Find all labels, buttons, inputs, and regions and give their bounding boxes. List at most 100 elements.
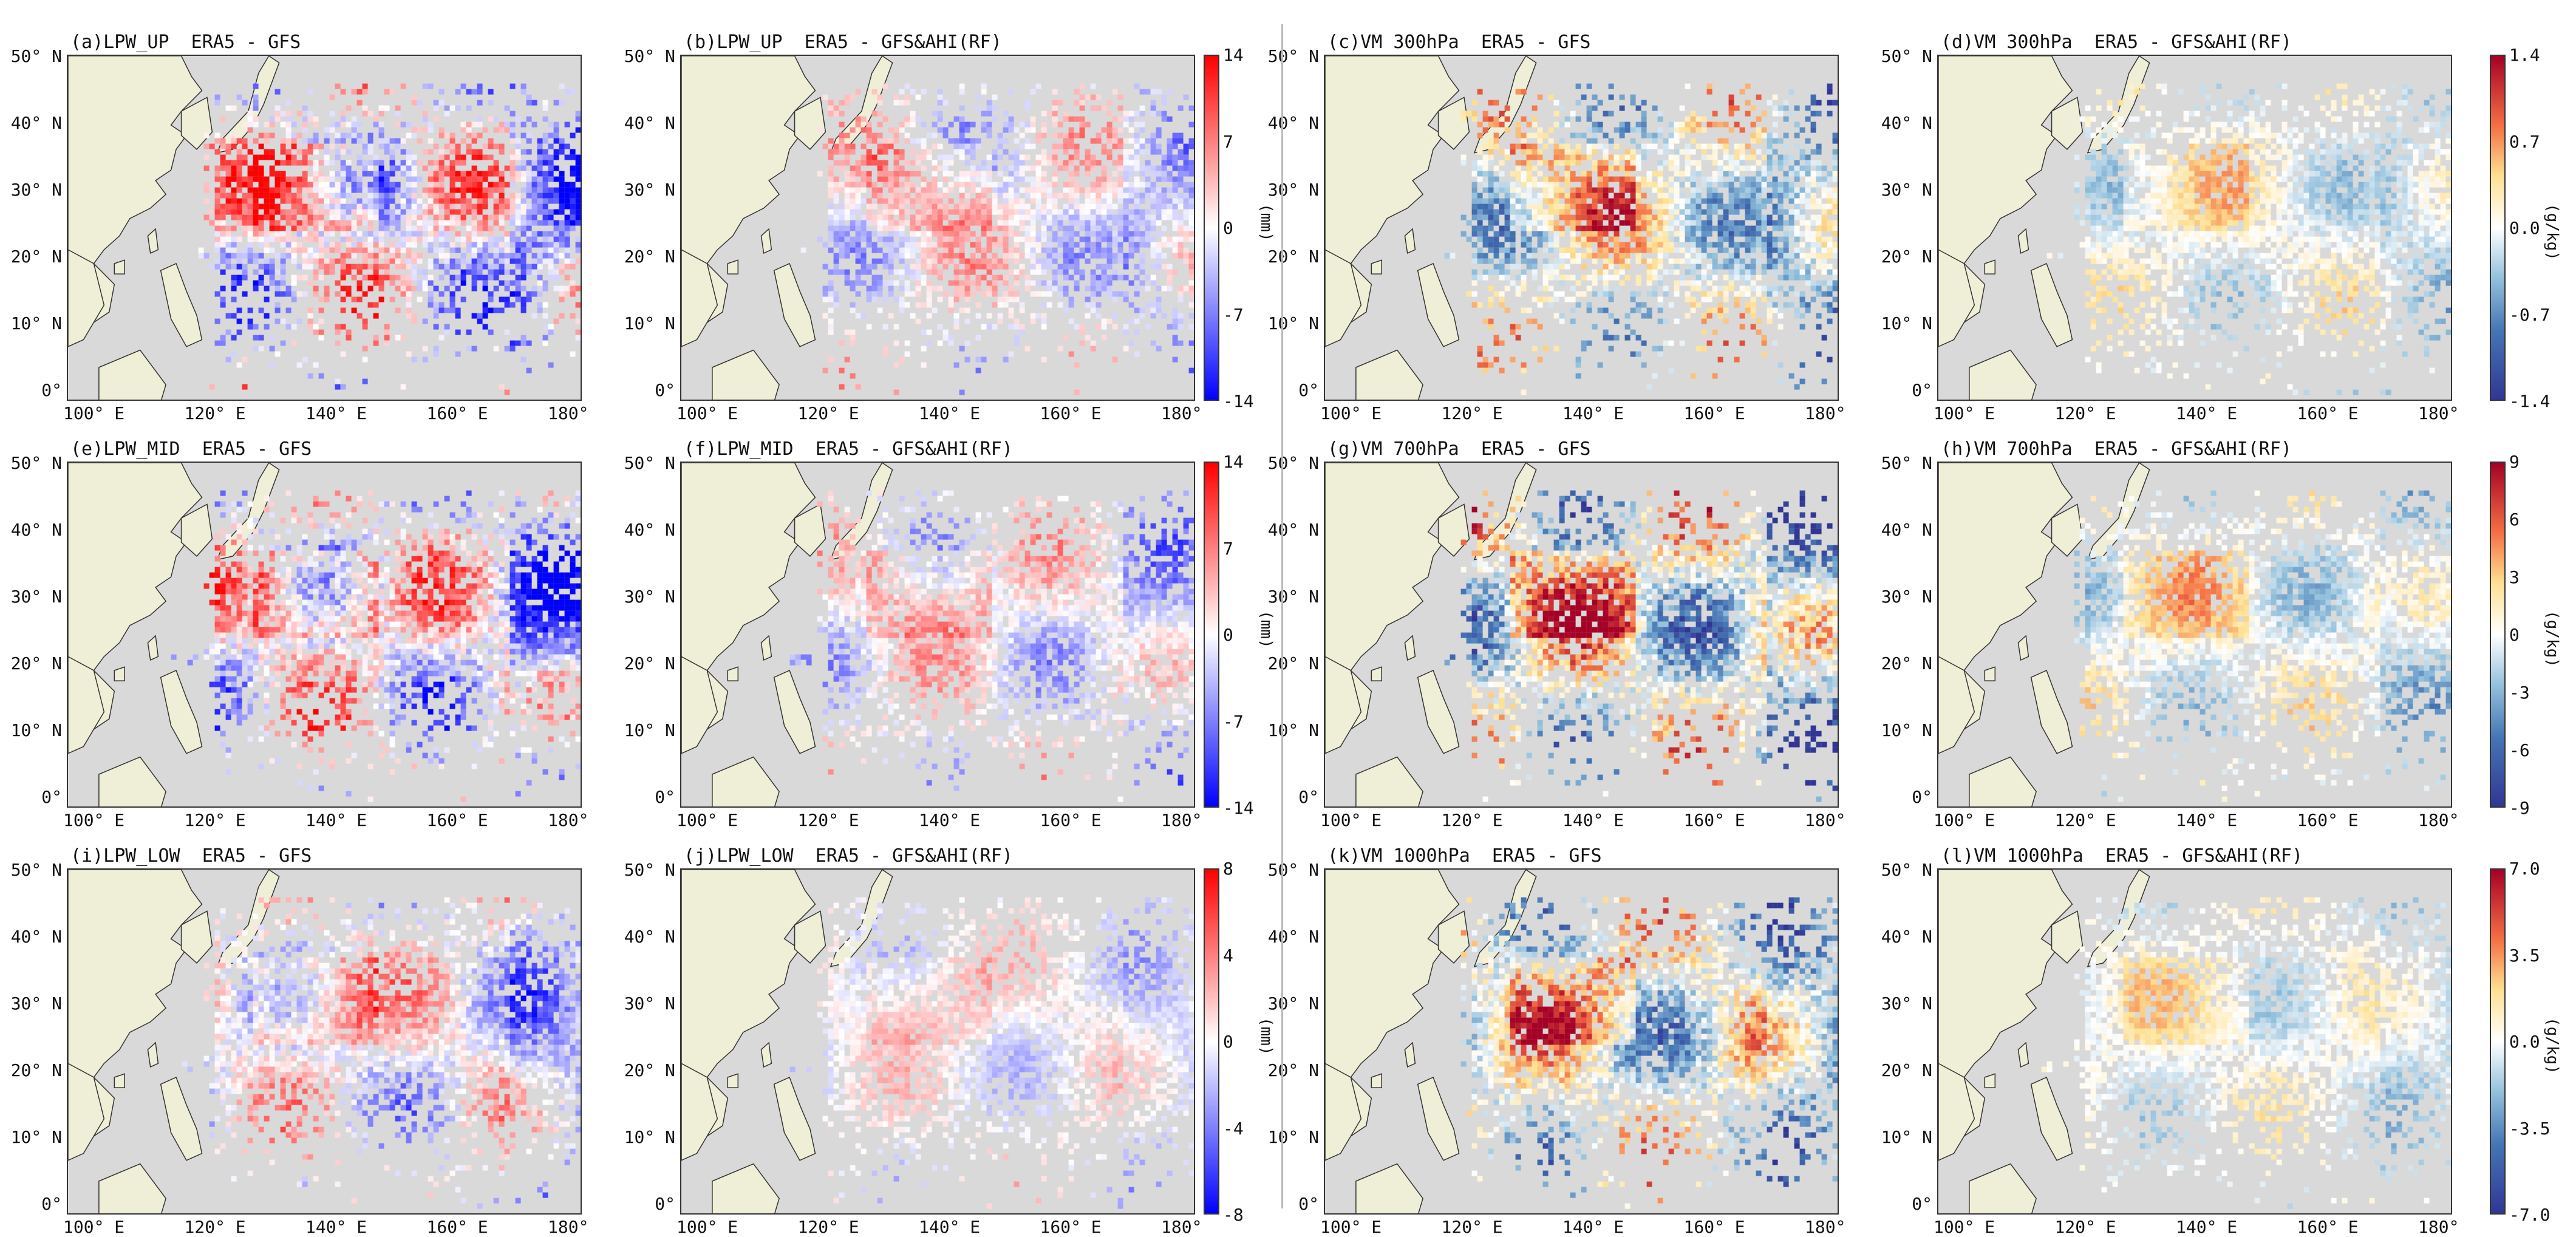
anomaly-cell	[483, 177, 488, 182]
anomaly-cell	[1488, 177, 1494, 182]
anomaly-cell	[341, 199, 346, 204]
anomaly-cell	[1020, 302, 1025, 308]
anomaly-cell	[1712, 259, 1718, 264]
anomaly-cell	[308, 210, 313, 215]
anomaly-cell	[1554, 155, 1559, 160]
anomaly-cell	[1494, 100, 1499, 106]
anomaly-cell	[445, 220, 450, 226]
anomaly-cell	[899, 166, 905, 171]
anomaly-cell	[1184, 188, 1189, 193]
anomaly-cell	[532, 237, 537, 242]
anomaly-cell	[445, 242, 450, 248]
anomaly-cell	[439, 231, 445, 237]
anomaly-cell	[883, 215, 888, 220]
anomaly-cell	[1543, 177, 1549, 182]
anomaly-cell	[308, 144, 313, 149]
anomaly-cell	[1789, 182, 1794, 188]
anomaly-cell	[954, 204, 959, 210]
anomaly-cell	[1058, 346, 1063, 352]
anomaly-cell	[1570, 220, 1576, 226]
lat-tick-label: 10° N	[0, 313, 62, 333]
anomaly-cell	[559, 100, 565, 106]
anomaly-cell	[1614, 242, 1620, 248]
anomaly-cell	[1020, 204, 1025, 210]
anomaly-cell	[1778, 138, 1784, 144]
anomaly-cell	[828, 171, 834, 177]
anomaly-cell	[346, 122, 352, 128]
anomaly-cell	[253, 171, 259, 177]
anomaly-cell	[1173, 188, 1178, 193]
anomaly-cell	[894, 149, 899, 155]
anomaly-cell	[894, 363, 899, 368]
anomaly-cell	[998, 138, 1003, 144]
anomaly-cell	[455, 215, 461, 220]
anomaly-cell	[1009, 313, 1014, 319]
anomaly-cell	[1052, 231, 1058, 237]
anomaly-cell	[510, 182, 516, 188]
anomaly-cell	[1773, 210, 1778, 215]
anomaly-cell	[1794, 144, 1800, 149]
anomaly-cell	[872, 89, 877, 95]
anomaly-cell	[231, 352, 237, 357]
anomaly-cell	[1134, 330, 1140, 335]
anomaly-cell	[1620, 210, 1625, 215]
anomaly-cell	[395, 259, 401, 264]
anomaly-cell	[1113, 231, 1118, 237]
anomaly-cell	[472, 177, 477, 182]
anomaly-cell	[1091, 138, 1096, 144]
anomaly-cell	[1696, 122, 1702, 128]
anomaly-cell	[850, 177, 856, 182]
anomaly-cell	[384, 335, 390, 341]
anomaly-cell	[1822, 242, 1827, 248]
anomaly-cell	[472, 253, 477, 259]
anomaly-cell	[1636, 144, 1641, 149]
anomaly-cell	[1107, 215, 1113, 220]
anomaly-cell	[1729, 193, 1734, 199]
anomaly-cell	[1620, 155, 1625, 160]
anomaly-cell	[379, 253, 384, 259]
anomaly-cell	[1576, 204, 1581, 210]
anomaly-cell	[1614, 193, 1620, 199]
anomaly-cell	[943, 215, 949, 220]
anomaly-cell	[1707, 199, 1712, 204]
lat-tick-label: 20° N	[0, 247, 62, 267]
anomaly-cell	[291, 138, 297, 144]
anomaly-cell	[1025, 193, 1031, 199]
anomaly-cell	[1145, 220, 1151, 226]
anomaly-cell	[455, 177, 461, 182]
anomaly-cell	[1718, 220, 1723, 226]
anomaly-cell	[281, 122, 286, 128]
anomaly-cell	[1647, 231, 1652, 237]
anomaly-cell	[1641, 177, 1647, 182]
anomaly-cell	[1789, 215, 1794, 220]
anomaly-cell	[850, 199, 856, 204]
anomaly-cell	[927, 281, 932, 286]
anomaly-cell	[1805, 242, 1811, 248]
anomaly-cell	[313, 193, 319, 199]
anomaly-cell	[220, 237, 226, 242]
anomaly-cell	[1167, 188, 1173, 193]
anomaly-cell	[532, 231, 537, 237]
anomaly-cell	[521, 226, 526, 231]
anomaly-cell	[1641, 259, 1647, 264]
anomaly-cell	[384, 193, 390, 199]
anomaly-cell	[1592, 160, 1598, 166]
anomaly-cell	[1745, 155, 1751, 160]
anomaly-cell	[1685, 171, 1691, 177]
anomaly-cell	[872, 155, 877, 160]
anomaly-cell	[1669, 259, 1674, 264]
anomaly-cell	[439, 253, 445, 259]
anomaly-cell	[1058, 302, 1063, 308]
anomaly-cell	[1020, 210, 1025, 215]
anomaly-cell	[472, 237, 477, 242]
anomaly-cell	[1096, 199, 1102, 204]
anomaly-cell	[959, 291, 965, 297]
anomaly-cell	[1189, 226, 1194, 231]
anomaly-cell	[570, 89, 576, 95]
anomaly-cell	[916, 264, 921, 270]
anomaly-cell	[384, 215, 390, 220]
anomaly-cell	[1020, 133, 1025, 138]
anomaly-cell	[1505, 210, 1510, 215]
anomaly-cell	[1140, 193, 1145, 199]
anomaly-cell	[1636, 253, 1641, 259]
